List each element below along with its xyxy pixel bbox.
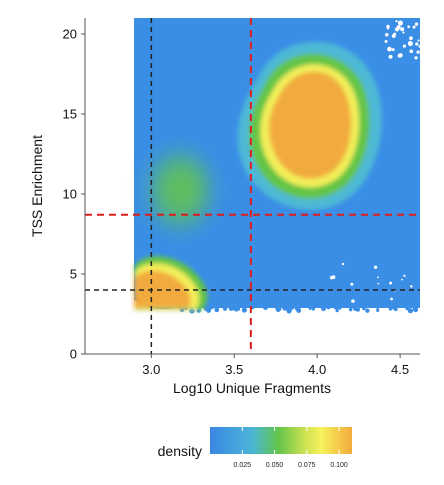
outlier-dot [308,306,312,310]
sparse-gap [409,49,414,54]
sparse-gap [394,27,400,32]
density-layers [134,41,382,310]
plot-area [134,18,420,314]
legend-colorbar [210,427,352,454]
outlier-dot [311,307,316,311]
sparse-gap [407,40,413,47]
outlier-dot [376,308,380,312]
outlier-dot [365,308,370,313]
outlier-dot [296,308,302,313]
sparse-gap [386,27,390,30]
outlier-dot [286,308,292,314]
outlier-dot [376,306,380,310]
sparse-gap [387,46,392,52]
outlier-dot [276,306,282,312]
outlier-dot [362,306,366,311]
threshold-lines [85,18,420,354]
sparse-gap [414,56,418,60]
outlier-dots [179,20,420,314]
legend-tick-label: 0.025 [234,462,252,469]
sparse-gap [388,54,393,59]
sparse-gap [395,20,398,23]
sparse-gap [397,53,402,58]
sparse-gap [417,39,420,42]
sparse-gap [377,282,380,285]
sparse-gap [385,33,389,37]
y-tick-label: 10 [63,187,77,202]
y-tick-label: 5 [70,267,77,282]
outlier-dot [282,306,287,311]
cluster-lower-left-orange [134,270,191,308]
x-axis-title: Log10 Unique Fragments [173,380,331,396]
sparse-gap [415,42,419,46]
sparse-gap [409,36,413,41]
x-tick-label: 3.5 [225,362,243,377]
sparse-gap [350,282,354,286]
sparse-gap [407,25,411,29]
sparse-gap [331,275,336,280]
sparse-gap [391,34,394,37]
outlier-dot [262,304,269,310]
sparse-gap [414,22,419,26]
x-ticks: 3.0 3.5 4.0 4.5 [142,354,409,377]
y-ticks: 0 5 10 15 20 [63,27,85,362]
legend-tick-label: 0.100 [330,462,348,469]
sparse-gap [416,50,420,54]
sparse-gap [412,25,416,29]
outlier-dot [348,307,353,312]
y-tick-label: 15 [63,107,77,122]
sparse-gap [386,24,390,29]
outlier-dot [294,305,299,310]
outlier-dot [335,308,339,313]
outlier-dot [222,306,228,311]
outlier-dot [206,308,211,313]
outlier-dot [333,305,338,310]
outlier-dot [407,308,414,314]
sparse-gap [401,278,403,281]
x-tick-label: 3.0 [142,362,160,377]
sparse-gap [391,48,395,52]
outlier-dot [326,305,331,310]
sparse-gap [384,40,388,43]
sparse-gap [403,274,406,277]
sparse-gap [393,32,397,36]
legend: density 0.025 0.050 0.075 0.100 [158,427,352,469]
sparse-gap [400,27,405,32]
cluster-middle-core [167,172,197,208]
outlier-dot [393,307,398,312]
sparse-gap [390,297,393,301]
sparse-gap [402,44,407,48]
legend-ticks: 0.025 0.050 0.075 0.100 [234,427,348,469]
sparse-gap [397,20,403,26]
y-tick-label: 20 [63,27,77,42]
cluster-upper-right-orange [269,71,352,179]
legend-tick-label: 0.050 [266,462,284,469]
x-tick-label: 4.5 [391,362,409,377]
x-tick-label: 4.0 [308,362,326,377]
sparse-gap [418,45,420,48]
legend-tick-label: 0.075 [298,462,316,469]
outlier-dot [232,305,238,311]
sparse-gap [341,262,345,266]
outlier-dot [228,306,234,311]
y-axis-title: TSS Enrichment [29,135,45,237]
outlier-dot [211,306,214,310]
outlier-dot [388,307,393,311]
sparse-gap [389,281,393,285]
outlier-dot [338,306,342,310]
sparse-gap [377,276,379,279]
outlier-dot [353,305,359,312]
sparse-gap [410,285,413,288]
outlier-dot [214,307,220,313]
y-tick-label: 0 [70,347,77,362]
sparse-gap [402,31,405,34]
outlier-dot [241,307,247,313]
sparse-gap [373,265,378,269]
legend-title: density [158,443,202,459]
sparse-gap [351,299,355,303]
axes: 3.0 3.5 4.0 4.5 0 5 10 15 20 Log10 Unique Fragm… [29,18,420,396]
outlier-dot [413,306,419,313]
outlier-dot [321,306,326,312]
